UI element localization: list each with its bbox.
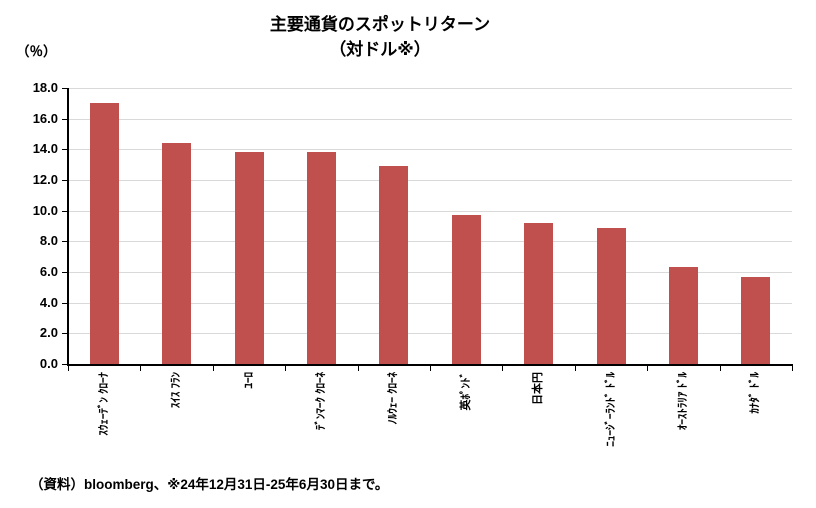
chart-title-line2: （対ドル※） [329,40,431,59]
gridline [68,333,792,335]
y-axis-tick-label: 6.0 [39,264,58,279]
y-axis-tick [62,180,68,181]
x-axis-tick [430,366,431,371]
y-axis-line [67,88,69,366]
y-axis-unit-label: （％） [16,44,57,59]
y-axis-tick [62,118,68,120]
x-axis-tick [285,366,287,371]
y-axis-tick [62,302,68,304]
bar-2 [162,143,192,364]
x-axis-tick [140,366,142,371]
y-axis-tick [62,333,68,335]
y-axis-tick-label: 8.0 [39,233,58,249]
gridline [68,241,792,243]
x-category-label: 日本円 [532,372,545,405]
x-axis-tick [68,366,69,371]
x-axis-tick [574,366,576,371]
x-category-label: ﾆｭｰｼﾞｰﾗﾝﾄﾞ ﾄﾞﾙ [604,372,617,447]
gridline [68,180,792,181]
y-axis-tick [62,241,68,243]
bar-9 [668,267,698,364]
bar-3 [234,152,264,364]
bar-4 [306,152,336,364]
y-axis-tick-label: 10.0 [32,202,58,218]
x-axis-tick [212,366,214,371]
y-axis-tick-label: 14.0 [32,141,58,157]
x-axis-tick [502,366,504,371]
bar-8 [596,227,626,364]
x-axis-tick [719,366,721,371]
gridline [68,210,792,212]
bar-5 [379,166,409,364]
y-axis-tick-label: 16.0 [32,110,58,126]
gridline [68,302,792,304]
bar-10 [741,276,771,364]
y-axis-tick-label: 18.0 [32,80,58,95]
gridline [68,88,792,89]
x-category-label: 英ﾎﾟﾝﾄﾞ [459,372,472,411]
x-axis-line [67,364,793,366]
y-axis-tick [62,88,68,89]
y-axis-tick [62,364,68,365]
gridline [68,149,792,151]
x-category-label: ﾉﾙｳｪｰ ｸﾛｰﾈ [387,372,400,425]
x-category-label: ｶﾅﾀﾞ ﾄﾞﾙ [749,372,762,414]
chart-title: 主要通貨のスポットリターン （対ドル※） [0,12,760,62]
y-axis-tick [62,272,68,273]
y-axis-tick-label: 12.0 [32,172,58,187]
bar-6 [451,215,481,364]
x-axis-tick [647,366,649,371]
y-axis-tick-label: 2.0 [39,325,58,341]
bar-1 [89,103,119,364]
x-axis-tick [792,366,793,371]
y-axis-tick-label: 0.0 [39,356,58,371]
gridline [68,118,792,120]
y-axis-tick [62,149,68,151]
gridline [68,272,792,273]
bar-7 [524,222,554,364]
y-axis-tick [62,210,68,212]
y-axis-tick-label: 4.0 [39,294,58,310]
x-axis-tick [357,366,359,371]
chart-title-line1: 主要通貨のスポットリターン [269,15,491,34]
x-category-label: ｵｰｽﾄﾗﾘｱ ﾄﾞﾙ [676,372,689,431]
source-note: （資料）bloomberg、※24年12月31日-25年6月30日まで。 [30,477,389,492]
